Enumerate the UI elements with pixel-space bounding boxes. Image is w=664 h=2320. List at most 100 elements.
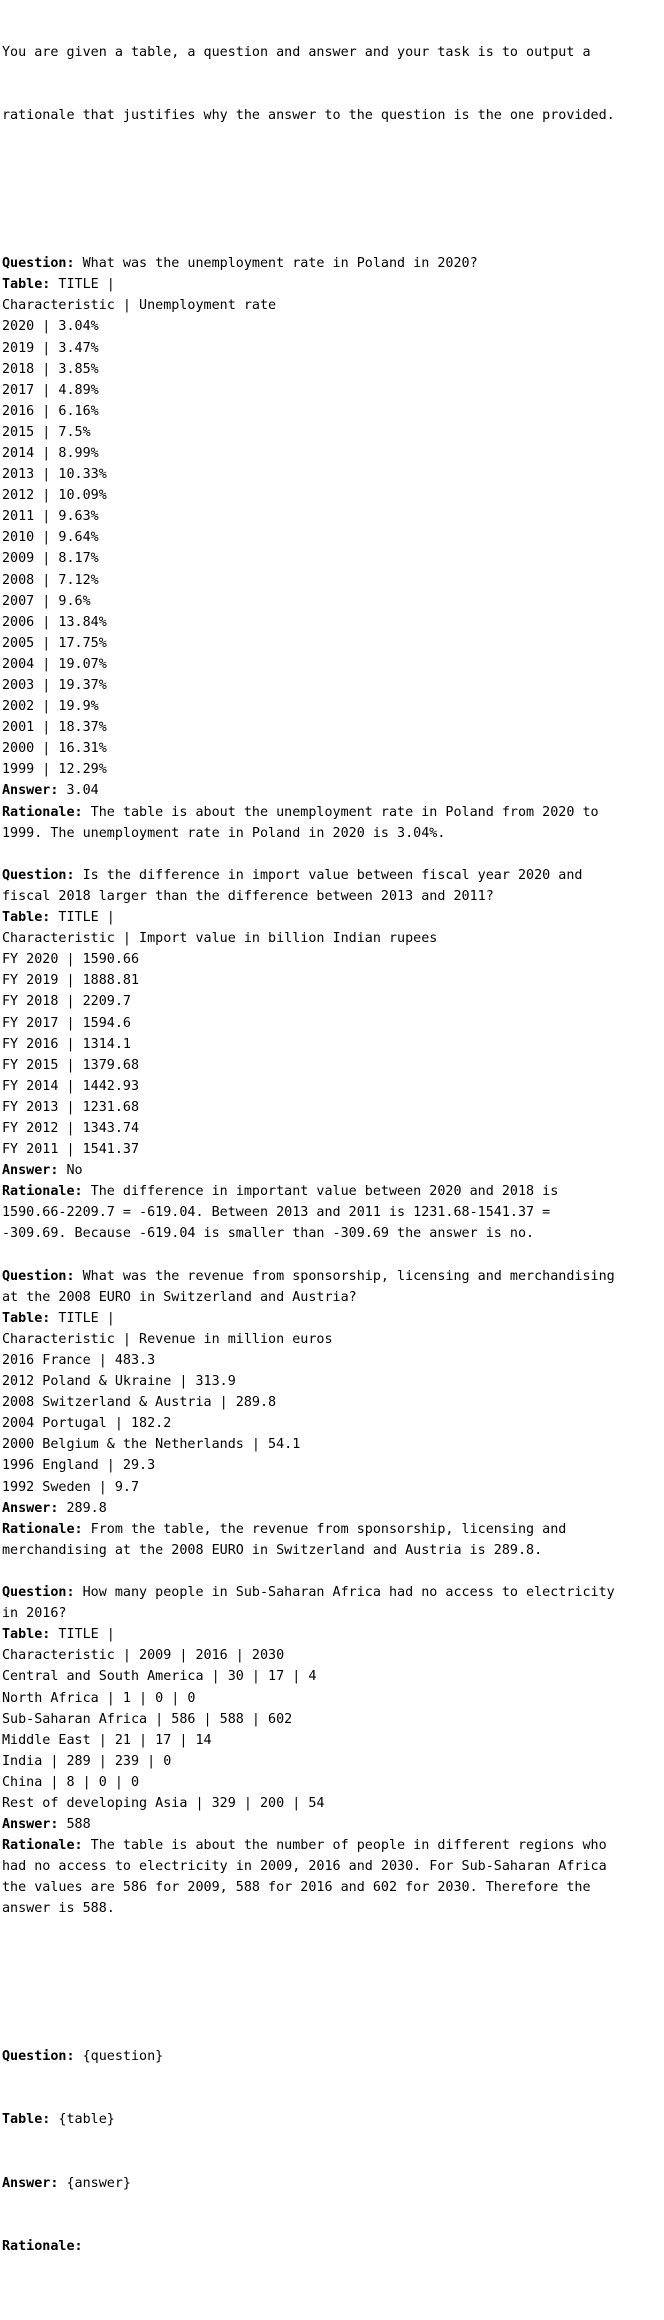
table-label: Table: (2, 277, 51, 293)
table-row: 2009 | 8.17% (2, 551, 99, 567)
table-row: 2020 | 3.04% (2, 319, 99, 335)
rationale-line: merchandising at the 2008 EURO in Switze… (2, 1540, 664, 1561)
intro-line: rationale that justifies why the answer … (2, 108, 615, 124)
table-row: Characteristic | Import value in billion… (2, 931, 438, 947)
question-label: Question: (2, 2049, 75, 2065)
spacer (2, 1245, 664, 1266)
table-row: 2017 | 4.89% (2, 382, 99, 398)
table-row: 2004 | 19.07% (2, 656, 107, 672)
intro-line: You are given a table, a question and an… (2, 45, 591, 61)
question-text: What was the revenue from sponsorship, l… (74, 1268, 615, 1284)
table-label: Table: (2, 1310, 51, 1326)
table-line: Table: TITLE | (2, 274, 664, 295)
table-title: TITLE | (50, 277, 115, 293)
answer-label: Answer: (2, 2175, 59, 2191)
rationale-text: The table is about the unemployment rate… (82, 804, 599, 820)
rationale-text: the values are 586 for 2009, 588 for 201… (2, 1880, 591, 1896)
table-row: 2010 | 9.64% (2, 530, 99, 546)
table-title: TITLE | (50, 1627, 115, 1643)
table-row: 2008 Switzerland & Austria | 289.8 (2, 1395, 277, 1411)
template-answer: {answer} (58, 2175, 131, 2191)
table-row: 2012 | 10.09% (2, 488, 107, 504)
spacer (2, 844, 664, 865)
table-row: FY 2012 | 1343.74 (2, 1120, 140, 1136)
answer-label: Answer: (2, 1500, 59, 1516)
table-row: 2008 | 7.12% (2, 572, 99, 588)
question-text: How many people in Sub-Saharan Africa ha… (74, 1585, 615, 1601)
table-row: FY 2019 | 1888.81 (2, 973, 140, 989)
table-line: Table: TITLE | (2, 1308, 664, 1329)
template-table-line: Table: {table} (2, 2109, 664, 2130)
table-row: 2019 | 3.47% (2, 340, 99, 356)
table-row: Central and South America | 30 | 17 | 4 (2, 1669, 317, 1685)
rationale-text: -309.69. Because -619.04 is smaller than… (2, 1226, 535, 1242)
answer-text: 588 (58, 1817, 91, 1833)
rationale-text: had no access to electricity in 2009, 20… (2, 1859, 607, 1875)
table-row: 2011 | 9.63% (2, 509, 99, 525)
question-line: fiscal 2018 larger than the difference b… (2, 886, 664, 907)
template-question-line: Question: {question} (2, 2046, 664, 2067)
table-row: 2006 | 13.84% (2, 614, 107, 630)
table-row: India | 289 | 239 | 0 (2, 1753, 172, 1769)
table-line: Table: TITLE | (2, 907, 664, 928)
rationale-text: answer is 588. (2, 1901, 115, 1917)
answer-line: Answer: 3.04 (2, 780, 664, 801)
template-answer-line: Answer: {answer} (2, 2173, 664, 2194)
rationale-line: -309.69. Because -619.04 is smaller than… (2, 1223, 664, 1244)
spacer (2, 169, 664, 190)
table-row: FY 2014 | 1442.93 (2, 1078, 140, 1094)
spacer (2, 1561, 664, 1582)
question-text: in 2016? (2, 1606, 67, 1622)
table-row: 2005 | 17.75% (2, 635, 107, 651)
table-row: Middle East | 21 | 17 | 14 (2, 1732, 212, 1748)
rationale-label: Rationale: (2, 1838, 83, 1854)
question-label: Question: (2, 1268, 75, 1284)
table-row: Characteristic | Unemployment rate (2, 298, 277, 314)
question-line: in 2016? (2, 1603, 664, 1624)
table-row: 1992 Sweden | 9.7 (2, 1479, 140, 1495)
answer-line: Answer: 588 (2, 1814, 664, 1835)
table-row: 2013 | 10.33% (2, 467, 107, 483)
template-table: {table} (50, 2112, 115, 2128)
table-row: 2007 | 9.6% (2, 593, 91, 609)
rationale-label: Rationale: (2, 2238, 83, 2254)
question-label: Question: (2, 867, 75, 883)
rationale-line: Rationale: The table is about the number… (2, 1835, 664, 1856)
template-block: Question: {question} Table: {table} Answ… (2, 2004, 664, 2299)
answer-text: No (58, 1163, 83, 1179)
template-question: {question} (74, 2049, 164, 2065)
rationale-text: The difference in important value betwee… (82, 1184, 559, 1200)
rationale-text: From the table, the revenue from sponsor… (82, 1521, 567, 1537)
question-text: at the 2008 EURO in Switzerland and Aust… (2, 1289, 357, 1305)
table-row: North Africa | 1 | 0 | 0 (2, 1690, 196, 1706)
table-row: 2003 | 19.37% (2, 678, 107, 693)
question-text: Is the difference in import value betwee… (74, 867, 583, 883)
rationale-label: Rationale: (2, 804, 83, 820)
rationale-line: had no access to electricity in 2009, 20… (2, 1856, 664, 1877)
rationale-line: 1590.66-2209.7 = -619.04. Between 2013 a… (2, 1202, 664, 1223)
table-label: Table: (2, 2112, 51, 2128)
question-text: fiscal 2018 larger than the difference b… (2, 888, 494, 904)
table-row: FY 2016 | 1314.1 (2, 1036, 131, 1052)
answer-label: Answer: (2, 1163, 59, 1179)
table-row: Characteristic | 2009 | 2016 | 2030 (2, 1648, 285, 1664)
rationale-line: Rationale: The difference in important v… (2, 1181, 664, 1202)
table-row: FY 2018 | 2209.7 (2, 994, 131, 1010)
table-row: FY 2015 | 1379.68 (2, 1057, 140, 1073)
rationale-line: answer is 588. (2, 1898, 664, 1919)
table-row: 2016 | 6.16% (2, 403, 99, 419)
answer-line: Answer: 289.8 (2, 1498, 664, 1519)
template-rationale-line: Rationale: (2, 2236, 664, 2257)
example-block: Question: Is the difference in import va… (2, 865, 664, 1266)
question-line: Question: What was the unemployment rate… (2, 253, 664, 274)
table-row: FY 2020 | 1590.66 (2, 952, 140, 968)
table-row: 2018 | 3.85% (2, 361, 99, 377)
table-row: 2012 Poland & Ukraine | 313.9 (2, 1374, 236, 1390)
answer-label: Answer: (2, 1817, 59, 1833)
rationale-line: the values are 586 for 2009, 588 for 201… (2, 1877, 664, 1898)
rationale-text: 1590.66-2209.7 = -619.04. Between 2013 a… (2, 1205, 551, 1221)
rationale-line: Rationale: The table is about the unempl… (2, 802, 664, 823)
question-label: Question: (2, 1585, 75, 1601)
answer-line: Answer: No (2, 1160, 664, 1181)
